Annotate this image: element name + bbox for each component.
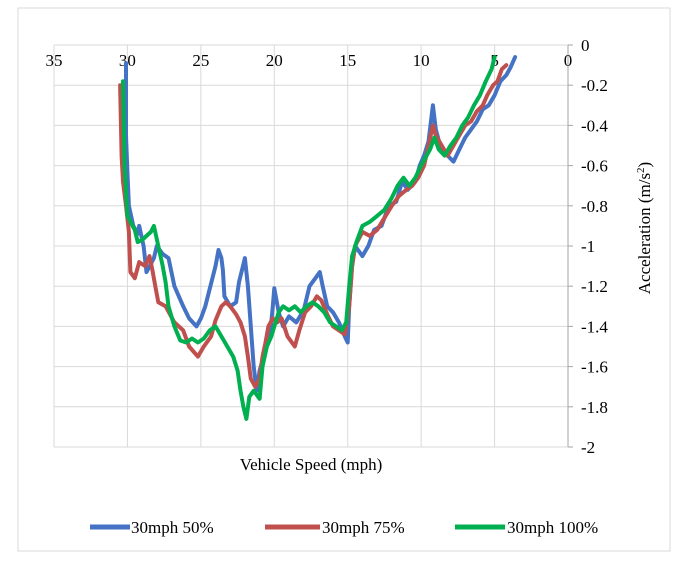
y-tick-label: -2 — [581, 438, 595, 457]
tick-labels: 35 30 25 20 15 10 5 00-0.2-0.4-0.6-0.8-1-1.2-1.… — [46, 36, 609, 457]
y-axis-title-tail: ) — [635, 162, 654, 168]
y-tick-label: -1 — [581, 237, 595, 256]
x-tick-label: 20 — [266, 51, 283, 70]
y-tick-label: 0 — [581, 36, 590, 55]
data-series — [118, 55, 518, 421]
y-axis-title: Acceleration (m/s2) — [635, 162, 654, 294]
x-tick-label: 10 — [413, 51, 430, 70]
legend-item-series-1: 30mph 50% — [90, 518, 214, 537]
legend-label-series-1: 30mph 50% — [131, 518, 214, 537]
x-tick-label: 0 — [564, 51, 573, 70]
legend-item-series-3: 30mph 100% — [455, 518, 598, 537]
y-tick-label: -1.2 — [581, 277, 608, 296]
y-axis-title-superscript: 2 — [635, 167, 647, 173]
series-line-2 — [118, 63, 509, 389]
x-tick-label: 25 — [192, 51, 209, 70]
x-tick-label: 35 — [46, 51, 63, 70]
legend-label-series-2: 30mph 75% — [322, 518, 405, 537]
series-line-3 — [121, 55, 497, 421]
y-tick-label: -1.8 — [581, 398, 608, 417]
legend-item-series-2: 30mph 75% — [265, 518, 405, 537]
y-tick-label: -0.8 — [581, 197, 608, 216]
x-tick-label: 30 — [119, 51, 136, 70]
y-axis-title-main: Acceleration (m/s — [635, 173, 654, 294]
y-tick-label: -0.2 — [581, 76, 608, 95]
gridlines — [53, 44, 569, 448]
y-tick-label: -1.4 — [581, 317, 608, 336]
legend: 30mph 50% 30mph 75% 30mph 100% — [90, 518, 598, 537]
legend-label-series-3: 30mph 100% — [507, 518, 598, 537]
y-tick-label: -0.4 — [581, 116, 608, 135]
x-tick-label: 15 — [339, 51, 356, 70]
x-axis-title: Vehicle Speed (mph) — [240, 455, 383, 474]
y-tick-label: -1.6 — [581, 358, 608, 377]
y-tick-label: -0.6 — [581, 157, 608, 176]
axes — [567, 44, 573, 448]
